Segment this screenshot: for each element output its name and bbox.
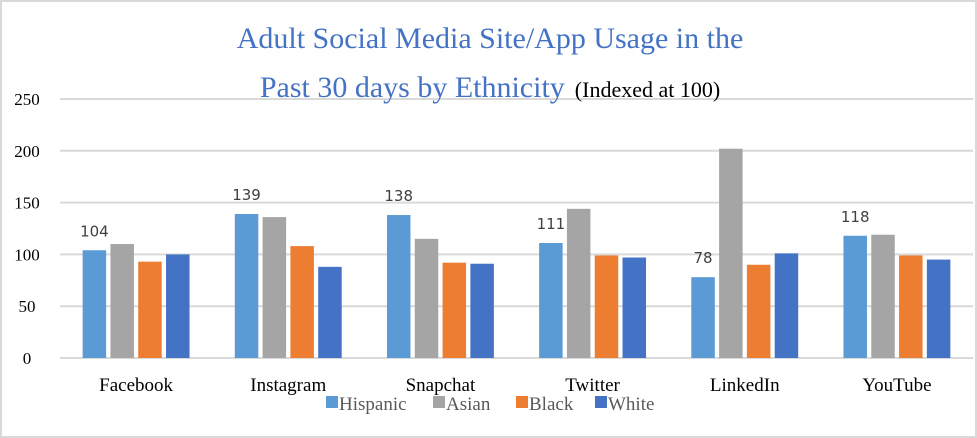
data-labels: 104 139 138 111 78 118 <box>80 186 869 267</box>
legend-label: Black <box>529 394 574 415</box>
x-tick-label: Snapchat <box>406 375 476 396</box>
y-tick-label: 50 <box>19 297 36 316</box>
y-tick-label: 100 <box>14 245 40 264</box>
x-tick-label: LinkedIn <box>710 375 780 396</box>
data-label: 111 <box>537 215 566 233</box>
chart-title-line1: Adult Social Media Site/App Usage in the <box>237 22 744 55</box>
y-axis-ticks: 0 50 100 150 200 250 <box>14 90 40 368</box>
y-tick-label: 0 <box>23 349 32 368</box>
legend-item-white: White <box>595 394 654 415</box>
legend-swatch <box>595 396 607 408</box>
bar-hispanic-linkedin <box>691 277 715 358</box>
bars <box>82 148 951 358</box>
x-axis-ticks: Facebook Instagram Snapchat Twitter LinkedIn… <box>99 375 931 396</box>
bar-asian-snapchat <box>414 238 439 358</box>
bar-black-instagram <box>290 246 314 358</box>
x-tick-label: Facebook <box>99 375 173 396</box>
bar-black-snapchat <box>442 262 467 358</box>
bar-asian-facebook <box>110 244 134 358</box>
legend-item-hispanic: Hispanic <box>326 394 407 415</box>
chart-title-line2-group: Past 30 days by Ethnicity (Indexed at 10… <box>260 71 720 104</box>
data-label: 104 <box>80 222 109 240</box>
legend-label: White <box>608 394 654 415</box>
bar-hispanic-youtube <box>843 235 867 358</box>
legend-swatch <box>326 396 338 408</box>
bar-asian-youtube <box>871 234 895 358</box>
legend-swatch <box>516 396 528 408</box>
bar-asian-instagram <box>262 217 287 358</box>
legend-swatch <box>433 396 445 408</box>
bar-black-twitter <box>594 255 619 358</box>
bar-asian-twitter <box>566 208 591 358</box>
bar-hispanic-instagram <box>234 213 259 358</box>
bar-hispanic-twitter <box>539 243 563 358</box>
bar-black-linkedin <box>746 264 771 358</box>
data-label: 78 <box>694 249 713 267</box>
y-tick-label: 200 <box>14 142 40 161</box>
bar-white-instagram <box>318 266 342 358</box>
x-tick-label: Instagram <box>250 375 326 396</box>
bar-white-linkedin <box>774 253 799 358</box>
legend: Hispanic Asian Black White <box>326 394 654 415</box>
bar-black-youtube <box>899 255 923 358</box>
x-tick-label: YouTube <box>862 375 931 396</box>
bar-white-twitter <box>622 257 647 358</box>
legend-item-asian: Asian <box>433 394 491 415</box>
y-tick-label: 150 <box>14 194 40 213</box>
chart-title-line2: Past 30 days by Ethnicity <box>260 71 565 104</box>
data-label: 139 <box>232 186 261 204</box>
bar-white-facebook <box>166 254 190 358</box>
data-label: 118 <box>841 208 870 226</box>
y-tick-label: 250 <box>14 90 40 109</box>
bar-hispanic-facebook <box>82 250 107 358</box>
legend-item-black: Black <box>516 394 574 415</box>
legend-label: Hispanic <box>339 394 407 415</box>
data-label: 138 <box>384 187 413 205</box>
bar-white-snapchat <box>470 263 494 358</box>
x-tick-label: Twitter <box>565 375 620 396</box>
bar-white-youtube <box>926 259 951 358</box>
chart-subtitle: (Indexed at 100) <box>575 77 720 102</box>
bar-hispanic-snapchat <box>386 215 411 358</box>
legend-label: Asian <box>446 394 491 415</box>
bar-black-facebook <box>138 261 162 358</box>
gridlines <box>60 98 973 359</box>
bar-asian-linkedin <box>719 148 743 358</box>
